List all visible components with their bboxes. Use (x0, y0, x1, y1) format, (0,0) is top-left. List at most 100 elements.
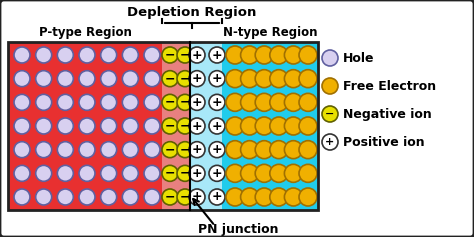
Circle shape (189, 47, 205, 63)
Circle shape (226, 188, 244, 206)
Text: Free Electron: Free Electron (343, 79, 436, 92)
Text: −: − (165, 191, 175, 204)
Circle shape (14, 118, 30, 134)
Circle shape (299, 46, 317, 64)
Circle shape (177, 189, 193, 205)
Circle shape (36, 47, 52, 63)
Circle shape (144, 47, 160, 63)
Circle shape (322, 78, 338, 94)
Circle shape (100, 71, 117, 87)
Circle shape (241, 188, 259, 206)
Circle shape (255, 164, 273, 182)
Circle shape (177, 142, 193, 158)
Text: −: − (180, 96, 190, 109)
Bar (190, 42, 222, 210)
Bar (8, 42, 162, 210)
Circle shape (14, 94, 30, 110)
Circle shape (14, 71, 30, 87)
Circle shape (162, 71, 178, 87)
Circle shape (226, 117, 244, 135)
Text: +: + (212, 72, 222, 85)
Circle shape (144, 142, 160, 158)
Circle shape (255, 46, 273, 64)
Text: −: − (165, 72, 175, 85)
Circle shape (322, 134, 338, 150)
Text: −: − (180, 167, 190, 180)
Circle shape (79, 165, 95, 181)
Circle shape (100, 47, 117, 63)
Circle shape (226, 46, 244, 64)
Circle shape (122, 189, 138, 205)
Circle shape (79, 94, 95, 110)
Circle shape (14, 189, 30, 205)
Circle shape (209, 47, 225, 63)
Circle shape (322, 106, 338, 122)
Circle shape (241, 141, 259, 159)
Circle shape (177, 94, 193, 110)
Circle shape (270, 117, 288, 135)
Circle shape (162, 94, 178, 110)
Circle shape (284, 141, 302, 159)
Circle shape (57, 118, 73, 134)
Circle shape (270, 141, 288, 159)
Text: +: + (212, 96, 222, 109)
Circle shape (36, 94, 52, 110)
Circle shape (79, 189, 95, 205)
Circle shape (122, 142, 138, 158)
Text: −: − (165, 96, 175, 109)
Text: −: − (180, 72, 190, 85)
Circle shape (144, 118, 160, 134)
Circle shape (255, 141, 273, 159)
Circle shape (189, 94, 205, 110)
Bar (162, 42, 190, 210)
Circle shape (189, 71, 205, 87)
Circle shape (299, 70, 317, 88)
Circle shape (177, 47, 193, 63)
Circle shape (241, 46, 259, 64)
Text: Positive ion: Positive ion (343, 136, 425, 149)
Text: +: + (212, 191, 222, 204)
Text: +: + (191, 72, 202, 85)
Text: Negative ion: Negative ion (343, 108, 432, 120)
Circle shape (144, 71, 160, 87)
Circle shape (209, 94, 225, 110)
Text: −: − (165, 143, 175, 156)
Circle shape (100, 142, 117, 158)
Circle shape (57, 142, 73, 158)
Circle shape (36, 71, 52, 87)
Text: −: − (325, 109, 335, 119)
Circle shape (122, 47, 138, 63)
Circle shape (79, 71, 95, 87)
Circle shape (226, 70, 244, 88)
Text: PN junction: PN junction (198, 223, 278, 237)
Text: +: + (191, 143, 202, 156)
Bar (8, 42, 318, 210)
Text: P-type Region: P-type Region (38, 26, 131, 38)
Circle shape (284, 70, 302, 88)
Circle shape (241, 164, 259, 182)
Circle shape (270, 70, 288, 88)
Circle shape (226, 141, 244, 159)
Circle shape (299, 164, 317, 182)
Circle shape (299, 93, 317, 111)
Circle shape (270, 188, 288, 206)
Circle shape (270, 46, 288, 64)
Circle shape (79, 142, 95, 158)
Circle shape (255, 188, 273, 206)
Circle shape (122, 94, 138, 110)
Circle shape (36, 165, 52, 181)
Circle shape (100, 189, 117, 205)
Circle shape (57, 94, 73, 110)
Text: +: + (212, 119, 222, 132)
Circle shape (270, 93, 288, 111)
Text: +: + (212, 49, 222, 61)
Text: −: − (180, 143, 190, 156)
Circle shape (299, 117, 317, 135)
Text: N-type Region: N-type Region (223, 26, 317, 38)
Circle shape (284, 188, 302, 206)
Circle shape (189, 165, 205, 181)
Circle shape (57, 189, 73, 205)
Circle shape (14, 142, 30, 158)
Circle shape (255, 93, 273, 111)
Circle shape (189, 189, 205, 205)
